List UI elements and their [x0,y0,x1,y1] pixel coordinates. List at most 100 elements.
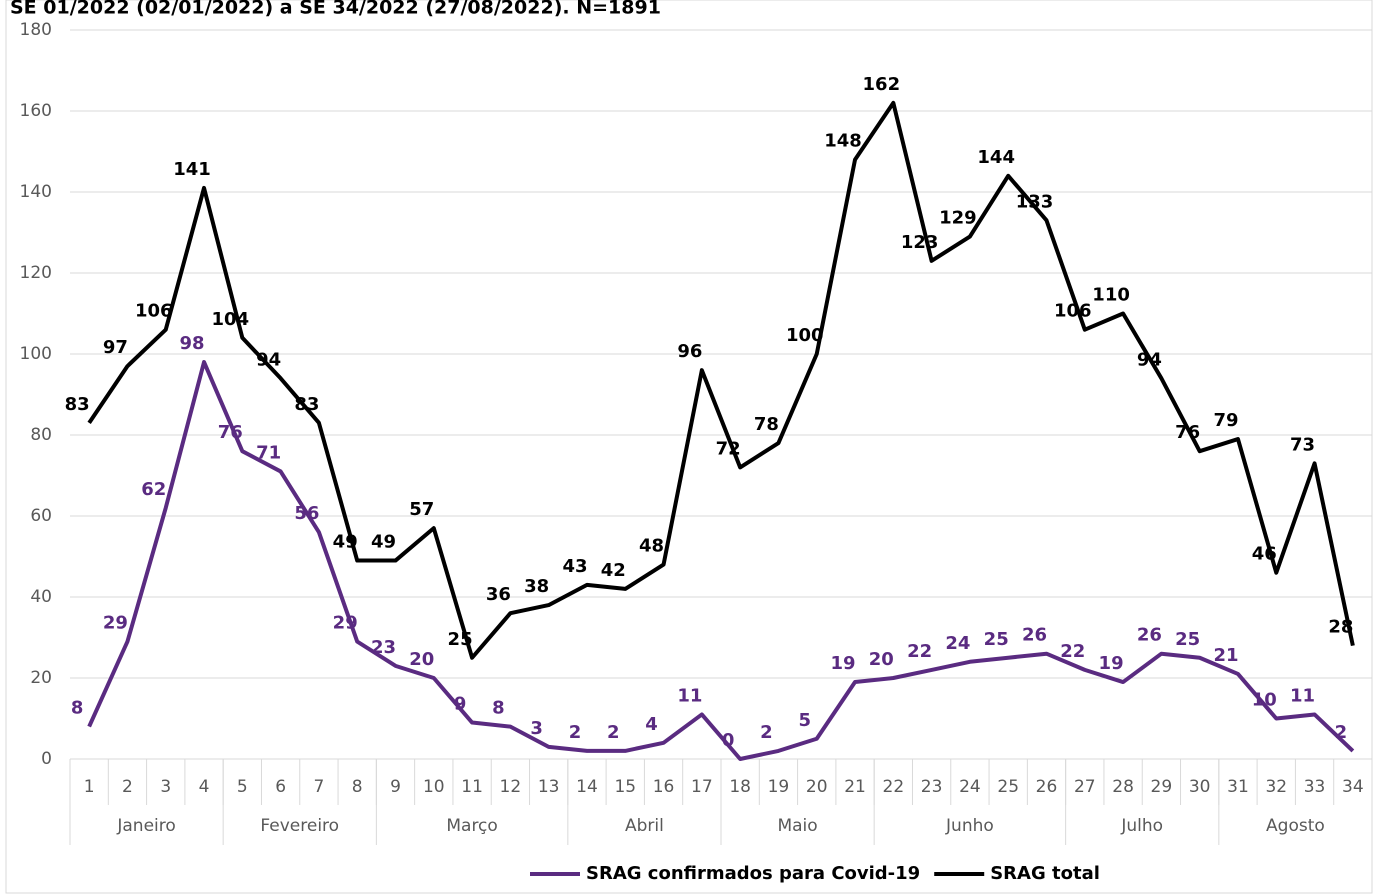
x-tick-label: 12 [500,777,522,797]
data-label: 71 [256,442,281,463]
data-label: 79 [1213,410,1238,431]
x-tick-label: 23 [921,777,943,797]
x-tick-label: 28 [1112,777,1134,797]
data-label: 5 [798,710,811,731]
data-label: 38 [524,576,549,597]
data-label: 57 [409,499,434,520]
x-tick-label: 22 [883,777,905,797]
data-label: 11 [1290,685,1315,706]
x-tick-label: 32 [1265,777,1287,797]
data-label: 106 [1054,301,1092,322]
data-label: 36 [486,584,511,605]
data-label: 49 [371,532,396,553]
y-tick-label: 160 [20,101,52,121]
data-label: 76 [218,422,243,443]
x-tick-label: 14 [576,777,598,797]
data-label: 22 [1060,641,1085,662]
data-label: 25 [448,629,473,650]
data-label: 8 [492,698,505,719]
x-tick-label: 1 [84,777,95,797]
data-label: 98 [179,333,204,354]
data-label: 42 [601,560,626,581]
x-tick-label: 2 [122,777,133,797]
data-label: 94 [1137,349,1162,370]
data-label: 20 [869,649,894,670]
group-label: Maio [777,816,817,836]
data-label: 123 [901,232,939,253]
x-tick-label: 16 [653,777,675,797]
group-label: Julho [1120,816,1163,836]
data-label: 29 [333,613,358,634]
data-label: 48 [639,536,664,557]
data-label: 141 [173,159,211,180]
data-label: 83 [294,394,319,415]
x-tick-label: 7 [313,777,324,797]
x-tick-label: 8 [352,777,363,797]
y-tick-label: 80 [30,425,52,445]
group-label: Agosto [1266,816,1325,836]
data-label: 83 [65,394,90,415]
data-label: 43 [562,556,587,577]
legend-label: SRAG confirmados para Covid-19 [586,863,920,884]
data-label: 21 [1213,645,1238,666]
x-tick-label: 31 [1227,777,1249,797]
y-tick-label: 120 [20,263,52,283]
x-tick-label: 4 [199,777,210,797]
group-label: Janeiro [116,816,175,836]
y-tick-label: 180 [20,20,52,40]
data-label: 148 [824,131,862,152]
chart-title: SE 01/2022 (02/01/2022) a SE 34/2022 (27… [10,0,661,19]
data-label: 2 [607,722,620,743]
x-tick-label: 17 [691,777,713,797]
data-label: 0 [722,730,735,751]
data-label: 49 [333,532,358,553]
data-label: 62 [141,479,166,500]
x-tick-label: 18 [729,777,751,797]
data-label: 76 [1175,422,1200,443]
x-tick-label: 34 [1342,777,1364,797]
data-label: 22 [907,641,932,662]
x-tick-label: 5 [237,777,248,797]
data-label: 94 [256,349,281,370]
y-tick-label: 0 [41,749,52,769]
x-tick-label: 19 [768,777,790,797]
data-label: 4 [645,714,658,735]
data-label: 78 [754,414,779,435]
y-tick-label: 140 [20,182,52,202]
legend-label: SRAG total [990,863,1100,884]
data-label: 23 [371,637,396,658]
x-tick-label: 33 [1304,777,1326,797]
data-label: 110 [1092,285,1130,306]
data-label: 19 [830,653,855,674]
x-tick-label: 27 [1074,777,1096,797]
x-tick-label: 21 [844,777,866,797]
group-label: Abril [625,816,664,836]
series-line [87,100,1355,660]
data-label: 8 [71,698,84,719]
x-tick-label: 30 [1189,777,1211,797]
data-label: 133 [1016,191,1054,212]
group-label: Junho [945,816,994,836]
data-label: 104 [212,309,250,330]
data-label: 28 [1328,617,1353,638]
y-tick-label: 100 [20,344,52,364]
data-label: 9 [454,694,467,715]
data-label: 56 [294,503,319,524]
x-tick-label: 15 [614,777,636,797]
data-label: 29 [103,613,128,634]
data-label: 97 [103,337,128,358]
data-label: 20 [409,649,434,670]
data-label: 144 [977,147,1015,168]
x-tick-label: 11 [461,777,483,797]
data-label: 24 [945,633,970,654]
data-label: 11 [677,685,702,706]
y-tick-label: 60 [30,506,52,526]
x-tick-label: 6 [275,777,286,797]
group-label: Março [446,816,497,836]
x-tick-label: 3 [160,777,171,797]
data-label: 10 [1252,690,1277,711]
data-label: 25 [984,629,1009,650]
data-label: 100 [786,325,824,346]
data-label: 72 [716,438,741,459]
data-label: 25 [1175,629,1200,650]
